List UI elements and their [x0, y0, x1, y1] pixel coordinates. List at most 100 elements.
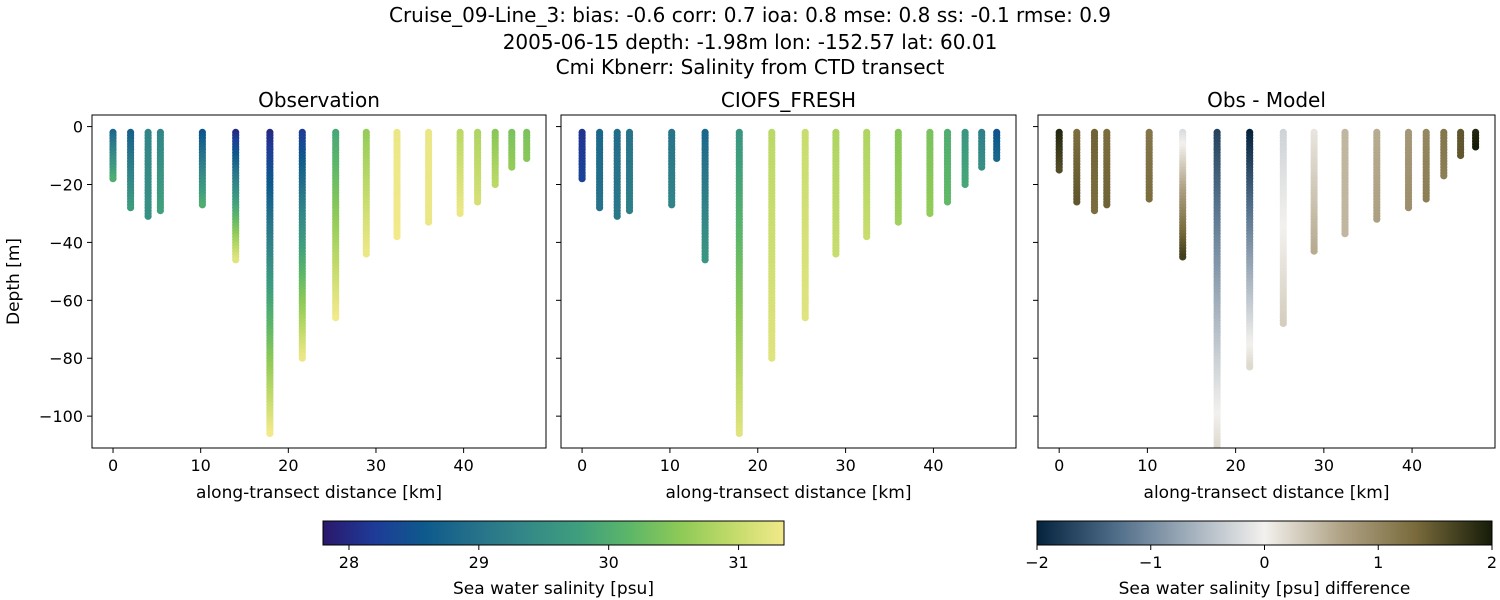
- profile-dots: [109, 128, 117, 183]
- profile-dots: [425, 128, 433, 226]
- data-point: [894, 218, 902, 226]
- profile-dots: [961, 128, 969, 189]
- y-tick-label: −100: [39, 407, 83, 426]
- profile-dots: [1145, 128, 1153, 203]
- data-point: [1457, 151, 1465, 160]
- data-point: [127, 204, 135, 212]
- colorbar-tick-label: 29: [469, 553, 489, 572]
- profile-dots: [1310, 128, 1318, 255]
- x-tick-label: 40: [1402, 456, 1422, 475]
- colorbar-tick-label: 30: [599, 553, 619, 572]
- x-tick-label: 20: [1225, 456, 1245, 475]
- data-point: [578, 175, 586, 183]
- profile-dots: [801, 128, 809, 322]
- profile-dots: [625, 128, 634, 215]
- data-point: [801, 314, 809, 322]
- profile-dots: [1422, 128, 1430, 203]
- data-point: [668, 201, 676, 209]
- data-point: [1213, 444, 1221, 448]
- colorbar-tick-label: 28: [339, 553, 359, 572]
- data-point: [362, 250, 370, 258]
- data-point: [1373, 215, 1381, 223]
- colorbar-gradient: [1036, 520, 1493, 546]
- y-tick-label: 0: [73, 118, 83, 137]
- data-point: [768, 354, 776, 362]
- profile-dots: [1457, 128, 1465, 160]
- profiles-0: [109, 128, 531, 438]
- colorbar-tick-label: 2: [1487, 553, 1497, 572]
- x-tick-label: 0: [577, 456, 587, 475]
- profile-dots: [943, 128, 952, 206]
- profile-dots: [1440, 128, 1448, 180]
- data-point: [144, 212, 152, 220]
- data-point: [1440, 172, 1448, 180]
- data-point: [625, 207, 634, 215]
- profile-dots: [1103, 128, 1111, 209]
- data-point: [1341, 230, 1349, 238]
- data-point: [832, 250, 840, 258]
- data-point: [1422, 195, 1430, 203]
- data-point: [508, 163, 516, 171]
- profile-dots: [1472, 128, 1480, 151]
- colorbar-gradient: [322, 520, 785, 546]
- y-axis-label: Depth [m]: [4, 238, 24, 325]
- colorbar-1: [1036, 520, 1493, 550]
- x-tick-label: 20: [278, 456, 298, 475]
- x-tick-label: 40: [453, 456, 473, 475]
- colorbar-tick-label: 31: [728, 553, 748, 572]
- profile-dots: [156, 128, 164, 215]
- panel-title: Obs - Model: [1207, 88, 1326, 112]
- y-tick-label: −80: [49, 349, 83, 368]
- data-point: [613, 212, 621, 220]
- y-tick-label: −60: [49, 291, 83, 310]
- data-point: [701, 256, 709, 264]
- profile-dots: [1279, 128, 1287, 328]
- colorbar-label: Sea water salinity [psu]: [453, 579, 654, 599]
- y-tick-label: −20: [49, 175, 83, 194]
- data-point: [978, 163, 986, 171]
- data-point: [926, 209, 934, 218]
- profile-dots: [456, 128, 464, 218]
- y-tick-label: −40: [49, 233, 83, 252]
- data-point: [993, 154, 1001, 162]
- colorbar-0: [322, 520, 785, 550]
- profile-dots: [578, 128, 586, 183]
- axes-frame: [1037, 114, 1496, 449]
- data-point: [474, 198, 482, 206]
- profile-dots: [1246, 128, 1254, 371]
- data-point: [1279, 319, 1287, 328]
- colorbar-tick-label: 1: [1373, 553, 1383, 572]
- data-point: [1179, 253, 1187, 261]
- data-point: [863, 233, 871, 241]
- x-tick-label: 30: [835, 456, 855, 475]
- profile-dots: [993, 128, 1001, 162]
- data-point: [393, 233, 401, 241]
- panel-0: [87, 114, 547, 453]
- figure-title-line-3: Cmi Kbnerr: Salinity from CTD transect: [555, 55, 945, 79]
- x-axis-label: along-transect distance [km]: [196, 483, 442, 503]
- data-point: [961, 180, 969, 189]
- profile-dots: [926, 128, 934, 218]
- data-point: [1404, 204, 1413, 212]
- profile-dots: [1090, 128, 1099, 215]
- profile-dots: [127, 128, 135, 212]
- data-point: [943, 198, 952, 206]
- profile-dots: [144, 128, 152, 220]
- panel-1: [556, 114, 1017, 453]
- data-point: [425, 218, 433, 226]
- panel-title: Observation: [258, 88, 380, 112]
- data-point: [156, 207, 164, 215]
- x-tick-label: 0: [108, 456, 118, 475]
- data-point: [596, 204, 604, 212]
- colorbar-tick-label: 0: [1259, 553, 1269, 572]
- profile-dots: [393, 128, 401, 241]
- profile-dots: [735, 128, 743, 438]
- profiles-1: [578, 128, 1001, 438]
- data-point: [1103, 201, 1111, 209]
- profile-dots: [613, 128, 621, 220]
- profile-dots: [362, 128, 370, 258]
- colorbar-label: Sea water salinity [psu] difference: [1119, 579, 1411, 599]
- x-tick-label: 30: [366, 456, 386, 475]
- figure-title-line-2: 2005-06-15 depth: -1.98m lon: -152.57 la…: [502, 30, 998, 54]
